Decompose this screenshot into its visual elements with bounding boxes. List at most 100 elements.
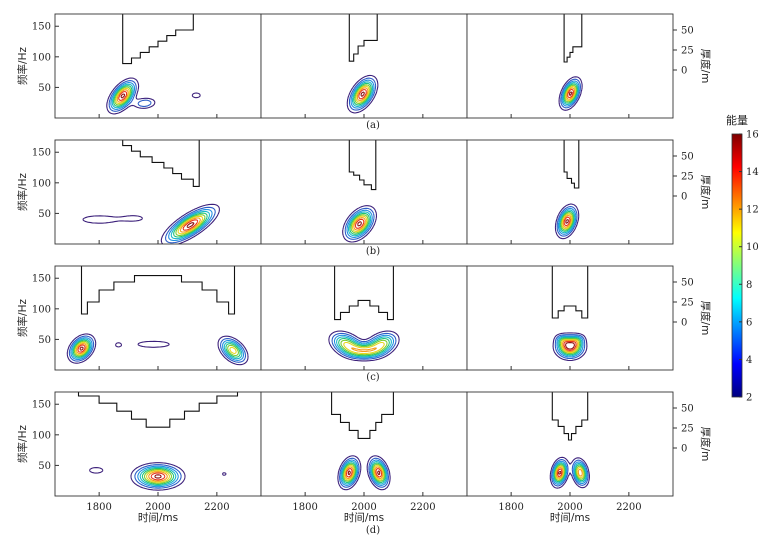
y2tick-label: 0 [681, 66, 687, 77]
colorbar-tick-label: 2 [746, 393, 752, 404]
row-label: (a) [366, 120, 380, 131]
y2-axis-label: 厚度/m [699, 49, 712, 84]
xtick-label: 1800 [292, 502, 317, 513]
y2tick-label: 50 [681, 152, 694, 163]
panel-r3-c1-contour-level-3.5 [68, 335, 247, 363]
colorbar-tick-label: 4 [746, 355, 752, 366]
ytick-label: 50 [38, 209, 51, 220]
panel-r2-c2-contour-level-15.5 [357, 221, 362, 227]
panel-r2-c1: 50 100 150 频率/Hz [16, 139, 262, 245]
panel-r4-c1-contour-level-3.5 [134, 464, 182, 489]
panel-r1-c2-contour-level-2 [346, 74, 379, 114]
panel-r2-c1-contour-level-3.5 [165, 206, 216, 244]
panel-r1-c3-contour-level-15.5 [568, 91, 573, 96]
panel-r3-c3-thickness-profile [551, 266, 589, 319]
panel-r2-c3-contour-level-12.5 [562, 214, 572, 228]
y-axis-label: 频率/Hz [16, 47, 29, 85]
xtick-label: 2000 [145, 502, 170, 513]
panel-r2-c2-contour-level-9.5 [350, 214, 369, 234]
panel-r4-c2-contour-level-14 [345, 468, 383, 478]
panel-r2-c2-contour-level-14 [354, 218, 365, 229]
ytick-label: 150 [32, 274, 51, 285]
panel-r1-c1-contour-level-9.5 [114, 86, 132, 106]
colorbar-tick-label: 6 [746, 317, 752, 328]
panel-grid: 50 100 150 频率/Hz 0 25 50 厚度/m 50 100 150 频率/Hz 0 25 50… [16, 13, 712, 524]
panel-r3-c2-thickness-profile [334, 266, 394, 321]
panel-r1-c2-contour-level-9.5 [354, 84, 371, 105]
panel-r4-c2-bg [261, 392, 467, 496]
panel-r2-c1-contour-level-14 [182, 219, 199, 231]
panel-r4-c2: 1800 2000 2200 时间/ms [260, 391, 468, 524]
row-label: (b) [366, 246, 380, 257]
panel-r2-c1-contour-level-5 [168, 208, 213, 242]
panel-r2-c1-contour-level-9.5 [175, 214, 206, 236]
panel-r2-c1-contour-level-6.5 [170, 210, 211, 240]
panel-r4-c1: 50 100 150 频率/Hz 1800 2000 2200 时间/ms [16, 391, 262, 524]
panel-r3-c3-contour-level-15.5 [565, 342, 575, 350]
panel-r1-c1-contour-level-3.5 [108, 80, 152, 112]
panel-r3-c1-contour-level-11 [74, 341, 237, 356]
panel-r4-c3-thickness-profile [551, 392, 589, 441]
panel-r3-c2-contour-level-3.5 [331, 332, 397, 360]
panel-r1-c2-contour-level-15.5 [360, 91, 365, 97]
panel-r4-c3-contour-level-12.5 [555, 466, 583, 479]
colorbar-tick-label: 8 [746, 280, 752, 291]
panel-r4-c2-contour-level-12.5 [344, 466, 384, 479]
panel-r1-c3-contour-level-12.5 [566, 87, 575, 100]
ytick-label: 150 [32, 400, 51, 411]
panel-r1-c1-plot [106, 14, 201, 115]
y2-axis-label: 厚度/m [699, 301, 712, 336]
panel-r1-c3-contour-level-3.5 [560, 78, 581, 109]
panel-r3-c3-contour-level-9.5 [559, 338, 581, 355]
panel-r3-c2-contour-level-5 [333, 334, 395, 359]
xtick-label: 2200 [204, 502, 229, 513]
panel-r3-c1-contour-level-8 [72, 339, 241, 358]
panel-r3-c2-contour-level-9.5 [340, 339, 388, 356]
panel-r3-c1-contour-level-9.5 [73, 340, 239, 357]
panel-r1-c2-contour-level-3.5 [348, 77, 377, 111]
panel-r2-c3-thickness-profile [563, 140, 580, 189]
panel-r3-c1-contour-level-15.5 [79, 346, 84, 351]
panel-r1-c1-contour-level-14 [118, 90, 128, 102]
y2tick-label: 50 [681, 404, 694, 415]
panel-r3-c3: 0 25 50 厚度/m [466, 265, 712, 371]
panel-r1-c3-contour-level-14 [567, 88, 574, 99]
panel-r2-c1-bg [55, 140, 261, 244]
panel-r3-c2-contour-level-8 [338, 337, 390, 357]
ytick-label: 100 [32, 178, 51, 189]
y2tick-label: 25 [681, 172, 694, 183]
colorbar-tick-label: 10 [746, 242, 759, 253]
x-axis-label: 时间/ms [344, 511, 384, 524]
colorbar: 能量 2 4 6 8 10 12 14 16 [726, 113, 759, 404]
panel-r3-c3-plot [551, 266, 589, 362]
y2tick-label: 25 [681, 298, 694, 309]
ytick-label: 100 [32, 52, 51, 63]
y2-axis-label: 厚度/m [699, 175, 712, 210]
panel-r4-c2-contour-level-15.5 [347, 470, 381, 476]
xtick-label: 1800 [498, 502, 523, 513]
panel-r2-c3-contour-level-8 [559, 210, 575, 232]
panel-r4-c3-contour-level-9.5 [554, 464, 585, 482]
ytick-label: 50 [38, 83, 51, 94]
panel-r1-c2-plot [346, 14, 379, 114]
panel-r2-c2 [260, 139, 468, 245]
y2tick-label: 25 [681, 46, 694, 57]
panel-r2-c3-contour-level-9.5 [560, 212, 574, 231]
xtick-label: 2200 [410, 502, 435, 513]
panel-r2-c1-plot [82, 140, 220, 244]
ytick-label: 50 [38, 335, 51, 346]
panel-r3-c2-contour-level-12.5 [351, 347, 377, 353]
panel-r4-c1-contour-level-8 [141, 467, 175, 485]
xtick-label: 1800 [86, 502, 111, 513]
colorbar-tick-label: 16 [746, 130, 759, 141]
ytick-label: 150 [32, 148, 51, 159]
xtick-label: 2000 [557, 502, 582, 513]
x-axis-label: 时间/ms [138, 511, 178, 524]
panel-r3-c1-contour-level-12.5 [76, 343, 87, 355]
panel-r2-c2-contour-level-8 [349, 212, 370, 235]
panel-r4-c3-contour-level-2 [549, 456, 590, 489]
panel-r4-c2-contour-level-8 [342, 462, 386, 484]
ytick-label: 100 [32, 304, 51, 315]
y2tick-label: 0 [681, 192, 687, 203]
panel-r4-c3-plot [549, 392, 590, 489]
